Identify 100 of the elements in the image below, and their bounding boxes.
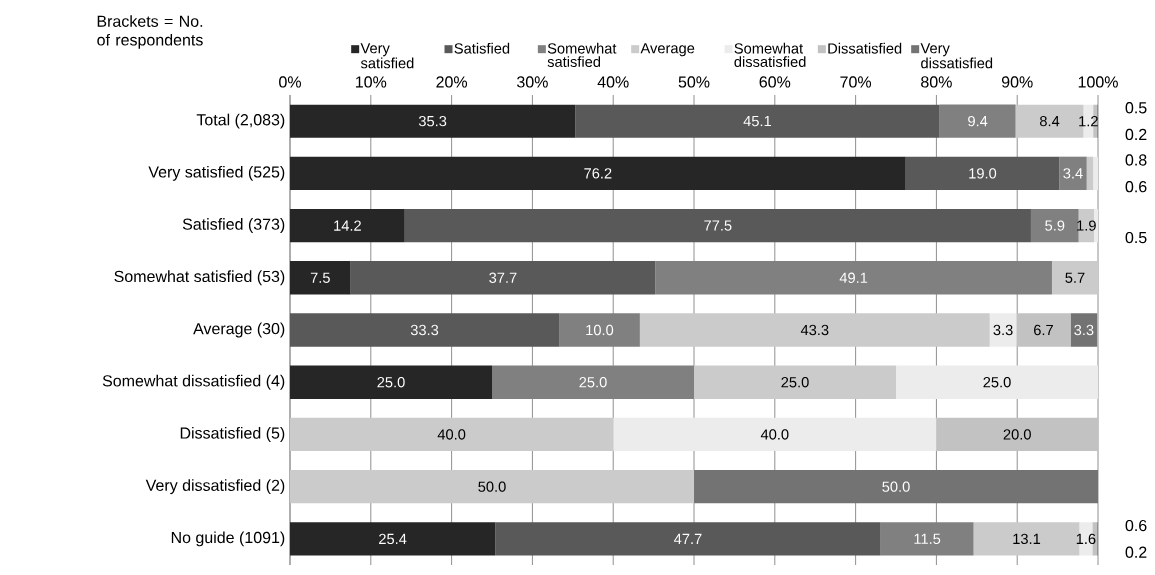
bar bbox=[290, 522, 496, 556]
data-label: 40.0 bbox=[760, 429, 789, 440]
data-label: 1.9 bbox=[1077, 220, 1096, 231]
y-tick-label: Dissatisfied (5) bbox=[180, 427, 285, 442]
data-label: 6.7 bbox=[1034, 324, 1053, 336]
bar bbox=[1059, 156, 1087, 191]
data-label: 3.3 bbox=[993, 324, 1013, 336]
data-label: 0.5 bbox=[1125, 102, 1147, 114]
bar bbox=[290, 365, 493, 399]
bar bbox=[694, 365, 897, 399]
data-label: 0.8 bbox=[1125, 154, 1147, 166]
y-tick-label: Total (2,083) bbox=[196, 113, 285, 129]
data-label: 9.4 bbox=[968, 115, 988, 127]
bar bbox=[575, 104, 940, 138]
bar bbox=[639, 313, 990, 347]
legend-label: Very satisfied bbox=[360, 43, 414, 69]
data-label: 0.2 bbox=[1125, 128, 1147, 141]
data-label: 25.0 bbox=[579, 377, 607, 388]
data-label: 45.1 bbox=[743, 116, 771, 127]
data-label: 0.6 bbox=[1125, 181, 1147, 193]
x-tick-label: 30% bbox=[517, 76, 548, 88]
data-label: 35.3 bbox=[418, 115, 447, 127]
data-label: 10.0 bbox=[586, 324, 614, 336]
data-label: 11.5 bbox=[914, 533, 941, 545]
bar bbox=[290, 417, 614, 452]
data-label: 0.5 bbox=[1125, 231, 1147, 244]
bar bbox=[880, 522, 974, 556]
bar bbox=[290, 261, 351, 295]
bar bbox=[1030, 208, 1079, 243]
y-tick-label: Satisfied (373) bbox=[182, 218, 285, 234]
data-label: 1.2 bbox=[1079, 116, 1098, 127]
x-tick-label: 60% bbox=[759, 76, 791, 88]
bar bbox=[290, 313, 560, 347]
data-label: 1.6 bbox=[1076, 533, 1096, 545]
bar bbox=[1086, 156, 1094, 191]
data-label: 76.2 bbox=[584, 168, 612, 179]
bar bbox=[1051, 261, 1099, 295]
data-label: 7.5 bbox=[310, 272, 330, 283]
bar bbox=[404, 208, 1031, 243]
x-tick-label: 50% bbox=[678, 76, 710, 88]
data-label: 25.4 bbox=[379, 533, 407, 545]
x-tick-label: 20% bbox=[436, 76, 468, 88]
bar bbox=[492, 365, 695, 399]
data-label: 49.1 bbox=[839, 272, 868, 283]
y-tick-label: Very dissatisfied (2) bbox=[145, 479, 285, 495]
x-tick-label: 90% bbox=[1001, 76, 1033, 88]
data-label: 5.7 bbox=[1065, 272, 1085, 283]
legend-label: Very dissatisfied bbox=[920, 43, 993, 69]
text: Brackets = No. of respondents bbox=[97, 15, 203, 49]
data-label: 25.0 bbox=[983, 377, 1011, 388]
data-label: 0.2 bbox=[1125, 546, 1147, 558]
x-tick-label: 10% bbox=[356, 76, 387, 88]
bar bbox=[905, 156, 1060, 191]
data-label: 3.4 bbox=[1063, 168, 1083, 179]
y-tick-label: Very satisfied (525) bbox=[148, 165, 285, 181]
bar bbox=[290, 470, 695, 504]
data-label: 19.0 bbox=[969, 168, 997, 179]
data-label: 77.5 bbox=[704, 220, 732, 231]
data-label: 8.4 bbox=[1039, 115, 1060, 127]
bar bbox=[290, 156, 906, 191]
x-tick-label: 0% bbox=[279, 76, 301, 88]
data-label: 37.7 bbox=[489, 272, 517, 283]
bar bbox=[290, 104, 576, 138]
bar bbox=[559, 313, 640, 347]
data-label: 5.9 bbox=[1045, 220, 1065, 231]
legend-label: Somewhat dissatisfied bbox=[734, 42, 806, 67]
data-label: 14.2 bbox=[334, 220, 361, 231]
bar bbox=[613, 417, 937, 452]
y-tick-label: Somewhat satisfied (53) bbox=[114, 270, 285, 286]
bar bbox=[1078, 208, 1094, 243]
bar bbox=[1093, 156, 1099, 191]
bar bbox=[495, 522, 881, 556]
x-tick-label: 80% bbox=[921, 76, 952, 88]
data-label: 47.7 bbox=[674, 533, 702, 544]
bar bbox=[1016, 313, 1071, 347]
bar bbox=[350, 261, 656, 295]
y-tick-label: Average (30) bbox=[193, 322, 285, 338]
data-label: 43.3 bbox=[800, 324, 829, 336]
data-label: 25.0 bbox=[377, 377, 405, 388]
bar bbox=[989, 313, 1017, 347]
x-tick-label: 100% bbox=[1078, 76, 1118, 88]
data-label: 3.3 bbox=[1074, 324, 1094, 336]
legend-label: Dissatisfied bbox=[828, 42, 902, 54]
legend-label: Satisfied bbox=[454, 42, 510, 54]
y-tick-label: No guide (1091) bbox=[171, 531, 285, 547]
legend-label: Somewhat satisfied bbox=[547, 42, 617, 67]
data-label: 50.0 bbox=[478, 481, 506, 492]
x-tick-label: 40% bbox=[597, 76, 629, 88]
x-tick-label: 70% bbox=[840, 76, 872, 88]
y-tick-label: Somewhat dissatisfied (4) bbox=[102, 374, 285, 390]
bar bbox=[290, 208, 405, 243]
bar bbox=[939, 104, 1016, 138]
data-label: 20.0 bbox=[1003, 429, 1031, 440]
bar bbox=[896, 365, 1099, 399]
data-label: 25.0 bbox=[781, 377, 809, 388]
data-label: 13.1 bbox=[1013, 533, 1041, 545]
data-label: 33.3 bbox=[410, 324, 439, 336]
bar bbox=[655, 261, 1052, 295]
data-label: 50.0 bbox=[882, 481, 910, 492]
legend-label: Average bbox=[640, 43, 695, 57]
